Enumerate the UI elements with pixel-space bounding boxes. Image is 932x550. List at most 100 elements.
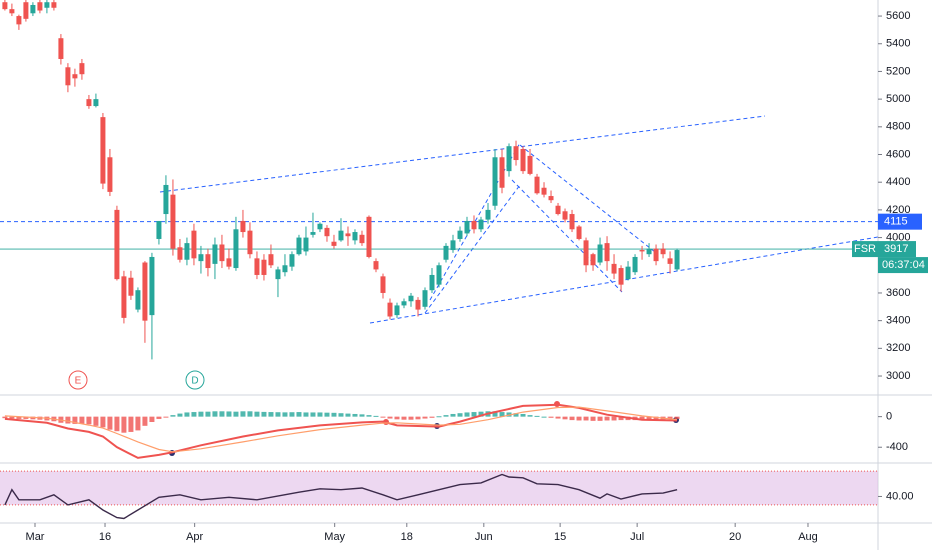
histogram-bar (79, 416, 85, 424)
candle-body (93, 99, 99, 107)
histogram-bar (667, 416, 673, 419)
rsi-line (4, 473, 678, 520)
histogram-bar (268, 412, 274, 417)
macd-line (4, 403, 678, 459)
histogram-bar (135, 416, 141, 431)
last-price-label: 3917 (884, 243, 908, 255)
histogram-bar (352, 413, 358, 417)
candle-body (457, 230, 463, 239)
candle-body (415, 299, 421, 310)
candle-body (485, 209, 491, 220)
candle-body (387, 302, 393, 317)
candle-body (450, 240, 456, 251)
candle-body (541, 187, 547, 195)
histogram-bar (254, 411, 260, 417)
y-tick-label: -400 (886, 441, 908, 453)
candle-body (37, 2, 43, 11)
candle-body (583, 240, 589, 266)
histogram-bar (198, 411, 204, 417)
histogram-bar (261, 411, 267, 417)
candle-body (254, 258, 260, 275)
x-tick-label: 15 (554, 531, 566, 543)
candle-body (513, 146, 519, 161)
histogram-bar (191, 412, 197, 417)
histogram-bar (590, 416, 596, 421)
histogram-bar (65, 416, 71, 424)
histogram-bar (345, 413, 351, 417)
candle-body (555, 205, 561, 215)
candle-body (317, 223, 323, 230)
candle-body (478, 219, 484, 230)
candle-body (191, 230, 197, 259)
histogram-bar (282, 412, 288, 417)
trend-line (159, 115, 766, 193)
histogram-bar (289, 412, 295, 417)
candle-body (422, 290, 428, 307)
candle-body (667, 258, 673, 264)
y-tick-label: 5200 (886, 65, 910, 77)
histogram-bar (548, 416, 554, 418)
alert-price-label: 4115 (884, 216, 908, 228)
histogram-bar (149, 416, 155, 422)
candle-body (114, 209, 120, 280)
histogram-bar (534, 415, 540, 417)
histogram-bar (471, 412, 477, 417)
x-tick-label: Jul (630, 531, 644, 543)
candle-body (65, 67, 71, 86)
candle-body (233, 229, 239, 269)
candle-body (625, 266, 631, 280)
histogram-bar (240, 411, 246, 417)
candle-body (660, 248, 666, 255)
histogram-bar (205, 411, 211, 417)
countdown-label: 06:37:04 (882, 259, 925, 271)
symbol-box (852, 241, 878, 258)
histogram-bar (219, 411, 225, 417)
candle-body (380, 276, 386, 293)
candle-body (296, 237, 302, 255)
candle-body (352, 232, 358, 241)
candle-body (9, 9, 15, 14)
candle-body (548, 196, 554, 201)
candle-body (275, 269, 281, 280)
trend-line (511, 179, 623, 293)
event-label: D (191, 376, 198, 387)
histogram-bar (366, 415, 372, 417)
symbol-label: FSR (854, 243, 876, 255)
candle-body (121, 276, 127, 318)
histogram-bar (310, 412, 316, 417)
histogram-bar (597, 416, 603, 421)
candle-body (51, 2, 57, 8)
rsi-band-fill (0, 471, 878, 505)
histogram-bar (520, 413, 526, 417)
candle-body (359, 234, 365, 244)
candle-body (401, 301, 407, 306)
histogram-bar (86, 416, 92, 425)
y-tick-label: 4400 (886, 176, 910, 188)
histogram-bar (233, 411, 239, 417)
candle-body (436, 265, 442, 285)
y-tick-label: 4000 (886, 231, 910, 243)
candle-body (618, 268, 624, 285)
y-tick-label: 3000 (886, 370, 910, 382)
x-tick-label: May (324, 531, 345, 543)
last-price-box (878, 241, 916, 258)
candle-body (611, 263, 617, 274)
x-tick-label: 18 (401, 531, 413, 543)
candle-body (576, 226, 582, 239)
trend-line (519, 144, 656, 253)
countdown-box (878, 257, 928, 274)
histogram-bar (16, 416, 22, 419)
histogram-bar (576, 416, 582, 421)
histogram-bar (72, 416, 78, 424)
candle-body (520, 148, 526, 172)
candle-body (639, 250, 645, 252)
histogram-bar (457, 413, 463, 417)
histogram-bar (303, 412, 309, 417)
event-marker (68, 370, 88, 390)
histogram-bar (499, 412, 505, 417)
y-tick-label: 40.00 (886, 490, 914, 502)
histogram-bar (93, 416, 99, 426)
candle-body (464, 220, 470, 234)
